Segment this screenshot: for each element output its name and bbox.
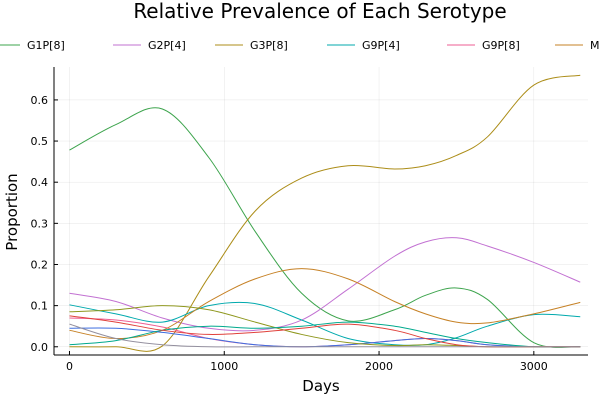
x-axis-title: Days [302, 377, 340, 395]
tick-labels: 0 1000 2000 3000 0.0 0.1 0.2 0.3 0.4 0.5 0.6 [31, 94, 548, 373]
grid-lines [54, 67, 588, 355]
x-tick-label: 0 [66, 360, 73, 373]
legend-label: G9P[4] [362, 39, 400, 52]
legend-label: M [590, 39, 600, 52]
series-line-3 [69, 301, 581, 347]
x-tick-label: 1000 [210, 360, 238, 373]
y-tick-label: 0.1 [31, 300, 49, 313]
legend-label: G1P[8] [27, 39, 65, 52]
y-tick-label: 0.3 [31, 217, 49, 230]
series-line-0 [69, 107, 581, 348]
axes [53, 67, 588, 356]
y-tick-label: 0.0 [31, 341, 49, 354]
y-tick-label: 0.5 [31, 135, 49, 148]
y-tick-label: 0.2 [31, 258, 49, 271]
legend-label: G9P[8] [482, 39, 520, 52]
legend-label: G2P[4] [148, 39, 186, 52]
x-tick-label: 2000 [365, 360, 393, 373]
series-line-4 [69, 317, 581, 348]
legend: G1P[8] G2P[4] G3P[8] G9P[4] G9P[8] M [0, 39, 600, 52]
series-line-1 [69, 237, 581, 332]
series-line-2 [69, 74, 581, 352]
chart-title: Relative Prevalence of Each Serotype [133, 0, 506, 23]
series-layer [69, 74, 581, 352]
series-line-6 [69, 327, 581, 348]
x-tick-label: 3000 [520, 360, 548, 373]
y-tick-label: 0.6 [31, 94, 49, 107]
y-tick-label: 0.4 [31, 176, 49, 189]
y-axis-title: Proportion [3, 173, 21, 250]
legend-label: G3P[8] [250, 39, 288, 52]
series-line-10 [69, 323, 581, 348]
